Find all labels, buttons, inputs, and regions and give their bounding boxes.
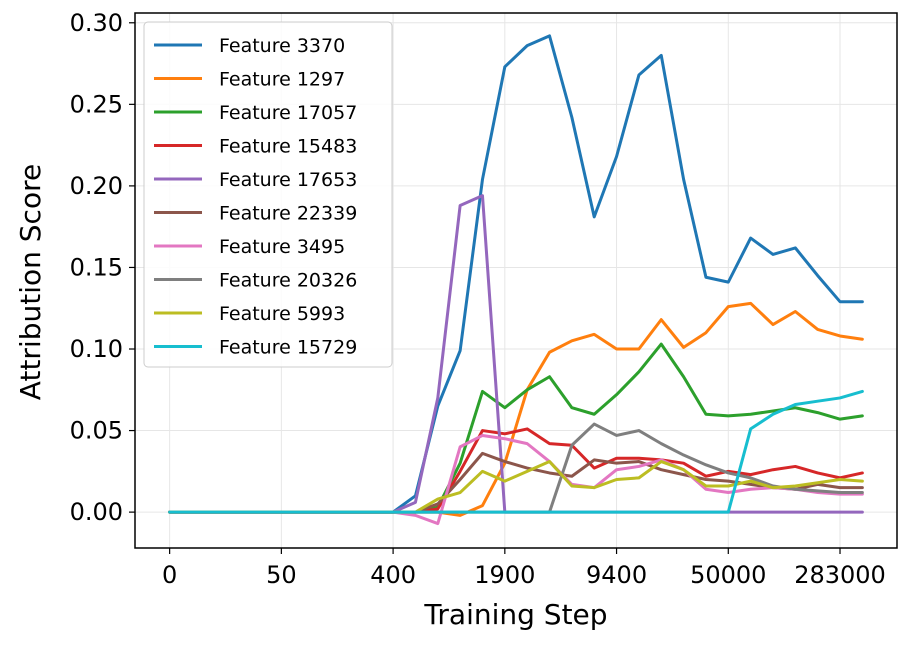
- y-tick-label: 0.00: [70, 498, 123, 526]
- legend-label: Feature 5993: [219, 303, 345, 325]
- y-tick-label: 0.25: [70, 90, 123, 118]
- y-tick-label: 0.20: [70, 172, 123, 200]
- y-tick-label: 0.05: [70, 417, 123, 445]
- legend-label: Feature 15729: [219, 337, 357, 359]
- x-tick-label: 1900: [474, 561, 535, 589]
- series-line: [168, 422, 864, 514]
- y-tick-label: 0.15: [70, 253, 123, 281]
- legend-box: [143, 21, 393, 368]
- series-lines: [168, 34, 864, 526]
- x-tick-label: 50: [266, 561, 297, 589]
- legend-label: Feature 22339: [219, 203, 357, 225]
- y-axis-label: Attribution Score: [14, 164, 47, 400]
- legend-label: Feature 15483: [219, 136, 357, 158]
- legend-label: Feature 3370: [219, 35, 345, 57]
- legend-label: Feature 3495: [219, 236, 345, 258]
- x-tick-label: 50000: [690, 561, 766, 589]
- legend-label: Feature 17057: [219, 102, 357, 124]
- x-axis-label: Training Step: [423, 598, 607, 631]
- x-tick-label: 283000: [794, 561, 886, 589]
- plot-frame: [134, 12, 898, 549]
- legend-label: Feature 17653: [219, 169, 357, 191]
- y-tick-label: 0.10: [70, 335, 123, 363]
- y-tick-label: 0.30: [70, 9, 123, 37]
- x-tick-label: 9400: [586, 561, 647, 589]
- axis-ticks: 0.00 0.05 0.10 0.15 0.20 0.25 0.30 0 50 400 1900 94…: [70, 9, 886, 589]
- legend-label: Feature 20326: [219, 270, 357, 292]
- legend-label: Feature 1297: [219, 69, 345, 91]
- x-tick-label: 400: [370, 561, 416, 589]
- x-tick-label: 0: [162, 561, 177, 589]
- legend: Feature 3370 Feature 1297 Feature 17057 Fea…: [143, 21, 393, 368]
- series-line: [168, 389, 864, 514]
